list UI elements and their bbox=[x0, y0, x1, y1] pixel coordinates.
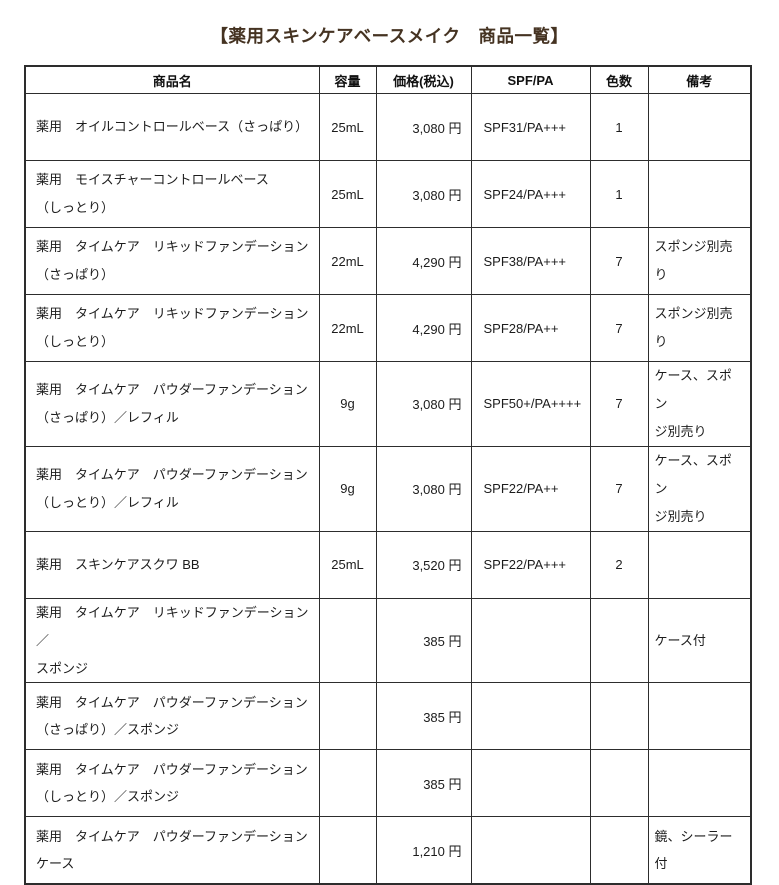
column-header-spf-pa: SPF/PA bbox=[470, 65, 591, 94]
cell-spf-pa: SPF22/PA+++ bbox=[470, 530, 591, 599]
table-row: 薬用 タイムケア リキッドファンデーション／ スポンジ 385 円 ケース付 bbox=[24, 597, 752, 684]
cell-capacity: 25mL bbox=[318, 93, 377, 161]
cell-capacity: 25mL bbox=[318, 530, 377, 599]
cell-spf-pa: SPF24/PA+++ bbox=[470, 160, 591, 228]
cell-price: 3,080 円 bbox=[375, 93, 472, 161]
table-row: 薬用 タイムケア パウダーファンデーション （さっぱり）／レフィル 9g 3,0… bbox=[24, 361, 752, 447]
cell-color-count bbox=[589, 597, 649, 684]
cell-product-name: 薬用 タイムケア パウダーファンデーション （さっぱり）／スポンジ bbox=[24, 682, 320, 751]
cell-color-count: 7 bbox=[589, 361, 649, 447]
cell-price: 385 円 bbox=[375, 749, 472, 818]
cell-price: 3,080 円 bbox=[375, 160, 472, 228]
cell-product-name: 薬用 タイムケア パウダーファンデーション （さっぱり）／レフィル bbox=[24, 361, 320, 447]
column-header-price: 価格(税込) bbox=[375, 65, 472, 94]
cell-capacity bbox=[318, 682, 377, 751]
cell-remarks: スポンジ別売り bbox=[647, 227, 752, 295]
table-row: 薬用 オイルコントロールベース（さっぱり） 25mL 3,080 円 SPF31… bbox=[24, 93, 752, 161]
cell-color-count: 7 bbox=[589, 294, 649, 362]
cell-capacity bbox=[318, 816, 377, 885]
cell-product-name: 薬用 スキンケアスクワ BB bbox=[24, 530, 320, 599]
cell-remarks: ケース、スポン ジ別売り bbox=[647, 361, 752, 447]
cell-price: 3,080 円 bbox=[375, 361, 472, 447]
cell-remarks: ケース付 bbox=[647, 597, 752, 684]
table-header-row: 商品名 容量 価格(税込) SPF/PA 色数 備考 bbox=[24, 65, 752, 94]
column-header-product-name: 商品名 bbox=[24, 65, 320, 94]
column-header-remarks: 備考 bbox=[647, 65, 752, 94]
cell-product-name: 薬用 タイムケア パウダーファンデーション （しっとり）／レフィル bbox=[24, 445, 320, 532]
cell-capacity: 25mL bbox=[318, 160, 377, 228]
cell-capacity: 9g bbox=[318, 445, 377, 532]
cell-spf-pa: SPF22/PA++ bbox=[470, 445, 591, 532]
cell-product-name: 薬用 タイムケア リキッドファンデーション／ スポンジ bbox=[24, 597, 320, 684]
cell-spf-pa bbox=[470, 597, 591, 684]
cell-remarks: ケース、スポン ジ別売り bbox=[647, 445, 752, 532]
cell-price: 3,520 円 bbox=[375, 530, 472, 599]
cell-remarks: スポンジ別売り bbox=[647, 294, 752, 362]
cell-spf-pa: SPF28/PA++ bbox=[470, 294, 591, 362]
cell-color-count: 7 bbox=[589, 445, 649, 532]
cell-color-count bbox=[589, 816, 649, 885]
cell-price: 3,080 円 bbox=[375, 445, 472, 532]
cell-spf-pa bbox=[470, 749, 591, 818]
cell-capacity: 9g bbox=[318, 361, 377, 447]
cell-color-count: 7 bbox=[589, 227, 649, 295]
cell-spf-pa: SPF50+/PA++++ bbox=[470, 361, 591, 447]
cell-price: 1,210 円 bbox=[375, 816, 472, 885]
cell-color-count bbox=[589, 682, 649, 751]
cell-color-count: 2 bbox=[589, 530, 649, 599]
cell-remarks bbox=[647, 530, 752, 599]
cell-capacity bbox=[318, 749, 377, 818]
cell-product-name: 薬用 モイスチャーコントロールベース （しっとり） bbox=[24, 160, 320, 228]
cell-price: 385 円 bbox=[375, 597, 472, 684]
table-row: 薬用 タイムケア パウダーファンデーション （しっとり）／レフィル 9g 3,0… bbox=[24, 445, 752, 532]
cell-color-count bbox=[589, 749, 649, 818]
cell-spf-pa: SPF31/PA+++ bbox=[470, 93, 591, 161]
cell-product-name: 薬用 タイムケア リキッドファンデーション （さっぱり） bbox=[24, 227, 320, 295]
cell-product-name: 薬用 タイムケア リキッドファンデーション （しっとり） bbox=[24, 294, 320, 362]
cell-capacity: 22mL bbox=[318, 227, 377, 295]
cell-price: 4,290 円 bbox=[375, 227, 472, 295]
cell-price: 385 円 bbox=[375, 682, 472, 751]
cell-remarks bbox=[647, 160, 752, 228]
product-table: 商品名 容量 価格(税込) SPF/PA 色数 備考 薬用 オイルコントロールベ… bbox=[24, 65, 752, 885]
cell-remarks bbox=[647, 682, 752, 751]
cell-product-name: 薬用 タイムケア パウダーファンデーション ケース bbox=[24, 816, 320, 885]
cell-spf-pa bbox=[470, 682, 591, 751]
cell-spf-pa: SPF38/PA+++ bbox=[470, 227, 591, 295]
table-row: 薬用 タイムケア パウダーファンデーション （しっとり）／スポンジ 385 円 bbox=[24, 749, 752, 818]
cell-color-count: 1 bbox=[589, 160, 649, 228]
cell-product-name: 薬用 オイルコントロールベース（さっぱり） bbox=[24, 93, 320, 161]
cell-remarks: 鏡、シーラー付 bbox=[647, 816, 752, 885]
column-header-capacity: 容量 bbox=[318, 65, 377, 94]
cell-capacity bbox=[318, 597, 377, 684]
cell-price: 4,290 円 bbox=[375, 294, 472, 362]
cell-color-count: 1 bbox=[589, 93, 649, 161]
cell-capacity: 22mL bbox=[318, 294, 377, 362]
table-row: 薬用 モイスチャーコントロールベース （しっとり） 25mL 3,080 円 S… bbox=[24, 160, 752, 228]
column-header-color-count: 色数 bbox=[589, 65, 649, 94]
cell-spf-pa bbox=[470, 816, 591, 885]
table-row: 薬用 タイムケア リキッドファンデーション （さっぱり） 22mL 4,290 … bbox=[24, 227, 752, 295]
cell-remarks bbox=[647, 749, 752, 818]
page-title: 【薬用スキンケアベースメイク 商品一覧】 bbox=[210, 26, 569, 46]
cell-product-name: 薬用 タイムケア パウダーファンデーション （しっとり）／スポンジ bbox=[24, 749, 320, 818]
table-row: 薬用 タイムケア パウダーファンデーション （さっぱり）／スポンジ 385 円 bbox=[24, 682, 752, 751]
table-row: 薬用 タイムケア リキッドファンデーション （しっとり） 22mL 4,290 … bbox=[24, 294, 752, 362]
cell-remarks bbox=[647, 93, 752, 161]
table-row: 薬用 スキンケアスクワ BB 25mL 3,520 円 SPF22/PA+++ … bbox=[24, 530, 752, 599]
table-row: 薬用 タイムケア パウダーファンデーション ケース 1,210 円 鏡、シーラー… bbox=[24, 816, 752, 885]
